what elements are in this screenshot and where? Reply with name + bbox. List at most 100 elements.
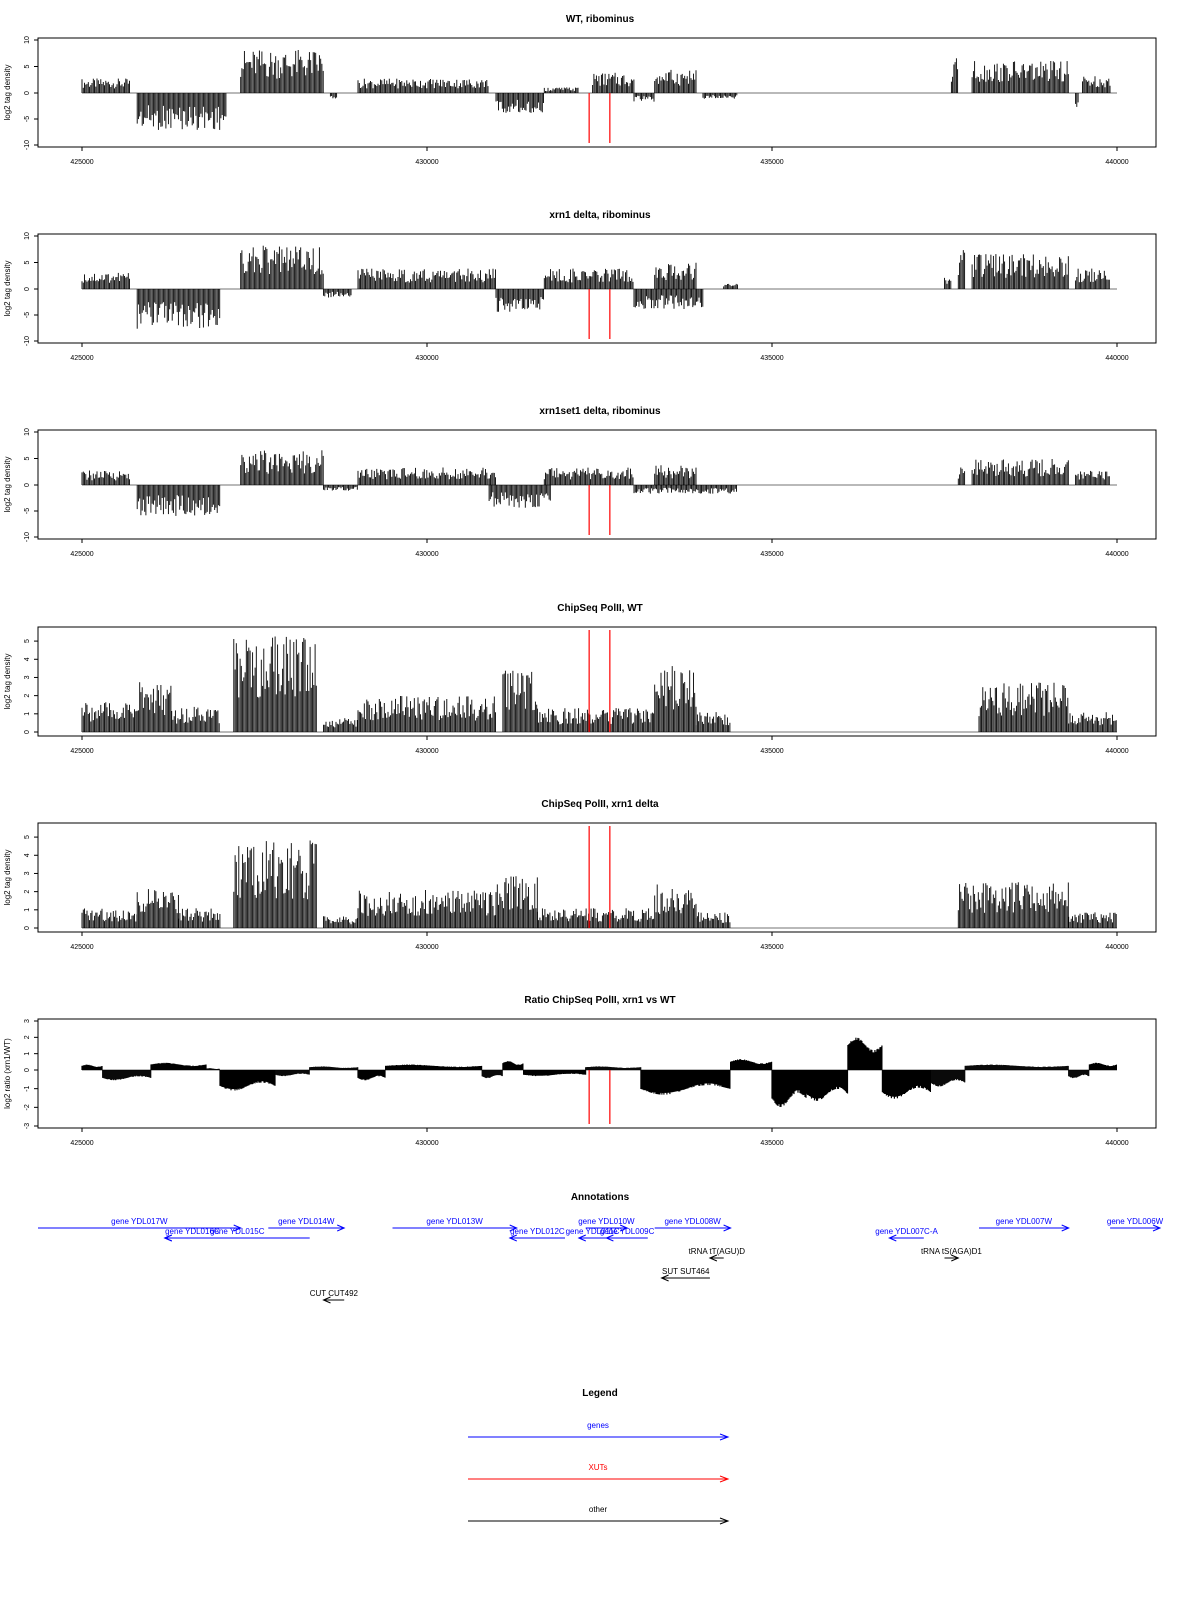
x-tick-label: 430000 — [415, 355, 438, 362]
x-tick-label: 440000 — [1105, 551, 1128, 558]
annotation-item: gene YDL013W — [392, 1217, 518, 1232]
y-tick-label: -10 — [24, 336, 31, 346]
y-axis-label: log2 tag density — [3, 260, 12, 316]
plot-frame — [37, 1018, 1157, 1129]
annotation-label: gene YDL010W — [578, 1217, 635, 1226]
data-segment — [633, 289, 704, 309]
x-tick-label: 435000 — [760, 355, 783, 362]
data-segment — [805, 1070, 849, 1101]
data-segment — [136, 485, 221, 516]
data-segment — [536, 908, 655, 928]
data-segment — [102, 1070, 152, 1081]
legend-label: XUTs — [588, 1463, 607, 1472]
annotation-label: gene YDL008W — [664, 1217, 721, 1226]
bar-series — [81, 245, 1110, 329]
y-tick-label: 5 — [24, 835, 31, 839]
legend-entry: XUTs — [468, 1463, 730, 1483]
data-segment — [219, 1070, 276, 1091]
arrowhead-left-icon — [322, 1296, 331, 1304]
annotation-label: gene YDL017W — [111, 1217, 168, 1226]
bar-series — [81, 1037, 1118, 1107]
chart-title: Ratio ChipSeq PolII, xrn1 vs WT — [524, 995, 675, 1006]
chart-panel: Ratio ChipSeq PolII, xrn1 vs WT log2 rati… — [3, 995, 1157, 1147]
data-segment — [654, 262, 697, 289]
y-tick-label: -1 — [24, 1085, 31, 1091]
x-tick-label: 440000 — [1105, 944, 1128, 951]
y-tick-label: 10 — [24, 428, 31, 436]
annotation-label: gene YDL014W — [278, 1217, 335, 1226]
data-segment — [957, 882, 1069, 928]
arrowhead-right-icon — [723, 1224, 732, 1232]
data-segment — [957, 250, 966, 289]
data-segment — [240, 450, 324, 485]
legend-title: Legend — [582, 1388, 618, 1399]
data-segment — [702, 93, 738, 99]
data-segment — [654, 884, 697, 928]
x-tick-label: 435000 — [760, 1140, 783, 1147]
data-segment — [495, 289, 544, 312]
annotation-label: gene YDL013W — [426, 1217, 483, 1226]
legend-entry: other — [468, 1505, 730, 1525]
data-segment — [881, 1070, 932, 1099]
arrowhead-right-icon — [719, 1433, 730, 1441]
data-segment — [488, 485, 551, 508]
data-segment — [1082, 76, 1111, 93]
data-segment — [633, 485, 737, 494]
data-segment — [1075, 93, 1079, 107]
chart-title: ChipSeq PolII, xrn1 delta — [541, 799, 659, 810]
annotation-label: gene YDL016C — [165, 1227, 220, 1236]
y-tick-label: 5 — [24, 456, 31, 460]
data-segment — [1068, 912, 1117, 928]
arrowhead-right-icon — [337, 1224, 346, 1232]
data-segment — [205, 1068, 220, 1070]
data-segment — [543, 87, 579, 93]
data-segment — [385, 1064, 483, 1070]
data-segment — [233, 840, 317, 928]
x-tick-label: 440000 — [1105, 1140, 1128, 1147]
arrowhead-left-icon — [660, 1274, 669, 1282]
data-segment — [522, 1070, 587, 1077]
data-segment — [136, 889, 179, 928]
data-segment — [729, 1059, 773, 1070]
annotation-item: CUT CUT492 — [310, 1289, 359, 1304]
y-tick-label: 0 — [24, 730, 31, 734]
annotation-label: SUT SUT464 — [662, 1267, 710, 1276]
chart-panel: WT, ribominus log2 tag density 10 5 0 -5 -10 42… — [3, 14, 1157, 166]
y-axis-label: log2 ratio (xrn1/WT) — [3, 1038, 12, 1109]
y-tick-label: -10 — [24, 140, 31, 150]
annotation-label: gene YDL006W — [1107, 1217, 1164, 1226]
data-segment — [971, 254, 1069, 289]
x-tick-label: 425000 — [70, 355, 93, 362]
annotation-item: gene YDL014W — [268, 1217, 346, 1232]
y-tick-label: 4 — [24, 657, 31, 661]
chart-panel: ChipSeq PolII, xrn1 delta log2 tag densit… — [3, 799, 1157, 951]
data-segment — [81, 702, 138, 732]
data-segment — [329, 93, 338, 99]
annotation-item: gene YDL007C-A — [875, 1227, 938, 1242]
data-segment — [136, 289, 221, 329]
y-tick-label: -2 — [24, 1104, 31, 1110]
data-segment — [930, 1070, 966, 1087]
y-tick-label: 2 — [24, 694, 31, 698]
data-segment — [495, 876, 538, 928]
data-segment — [771, 1070, 807, 1107]
data-segment — [274, 1070, 310, 1077]
annotation-label: tRNA tT(AGU)D — [689, 1247, 746, 1256]
data-segment — [1088, 1062, 1118, 1070]
annotation-item: gene YDL009C — [600, 1227, 655, 1242]
arrowhead-right-icon — [509, 1224, 518, 1232]
data-segment — [81, 470, 130, 485]
data-segment — [357, 696, 496, 732]
x-tick-label: 425000 — [70, 1140, 93, 1147]
x-tick-label: 435000 — [760, 159, 783, 166]
legend-label: genes — [587, 1421, 609, 1430]
y-tick-label: -5 — [24, 312, 31, 318]
x-tick-label: 425000 — [70, 748, 93, 755]
data-segment — [964, 1064, 1069, 1070]
data-segment — [309, 1066, 359, 1070]
data-segment — [536, 708, 655, 732]
y-tick-label: -10 — [24, 532, 31, 542]
data-segment — [944, 277, 952, 289]
arrowhead-right-icon — [1152, 1224, 1162, 1232]
